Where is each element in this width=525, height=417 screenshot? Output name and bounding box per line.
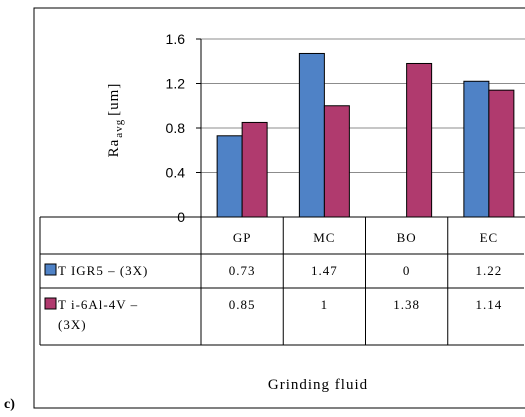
legend-swatch (44, 297, 57, 310)
svg-text:Raavg[um]: Raavg [um] (106, 83, 125, 158)
bar (241, 121, 268, 218)
bar (488, 89, 515, 218)
axes (40, 38, 525, 218)
bar (298, 52, 325, 218)
category-label: MC (313, 230, 335, 245)
table-value: 1.14 (476, 297, 503, 312)
table-value: 0 (403, 263, 411, 278)
y-ticks: 0 0.4 0.8 1.2 1.6 (166, 31, 186, 225)
y-axis-title-main: Ra (106, 139, 122, 158)
bars (216, 52, 515, 218)
y-tick-label: 1.2 (166, 76, 186, 92)
y-tick-label: 0.4 (166, 165, 186, 181)
legend-label: (3X) (58, 317, 87, 332)
y-axis-title-sub: avg (113, 119, 125, 138)
legend-label: T IGR5 – (3X) (58, 263, 148, 278)
table-value: 1.47 (311, 263, 338, 278)
category-label: GP (233, 230, 252, 245)
data-table: GP MC BO EC T IGR5 – (3X) 0.73 1.47 0 1.22 T i-6A… (39, 217, 524, 346)
legend-label: T i-6Al-4V – (58, 297, 138, 312)
table-value: 0.85 (229, 297, 256, 312)
category-label: BO (397, 230, 417, 245)
table-value: 1.38 (393, 297, 420, 312)
bar (323, 105, 350, 218)
y-tick-label: 1.6 (166, 31, 186, 47)
bar (463, 80, 490, 218)
panel-label: c) (4, 397, 15, 412)
chart-frame (33, 7, 525, 409)
category-label: EC (480, 230, 499, 245)
legend-swatch (44, 263, 57, 276)
y-tick-label: 0 (177, 209, 185, 225)
y-tick-label: 0.8 (166, 120, 186, 136)
table-value: 1.22 (476, 263, 503, 278)
bar (216, 135, 243, 218)
y-axis-title: Raavg [um] (106, 83, 125, 158)
table-value: 0.73 (229, 263, 256, 278)
bar (406, 62, 433, 218)
y-axis-title-unit: [um] (106, 83, 122, 116)
x-axis-title: Grinding fluid (268, 377, 368, 393)
table-value: 1 (321, 297, 329, 312)
